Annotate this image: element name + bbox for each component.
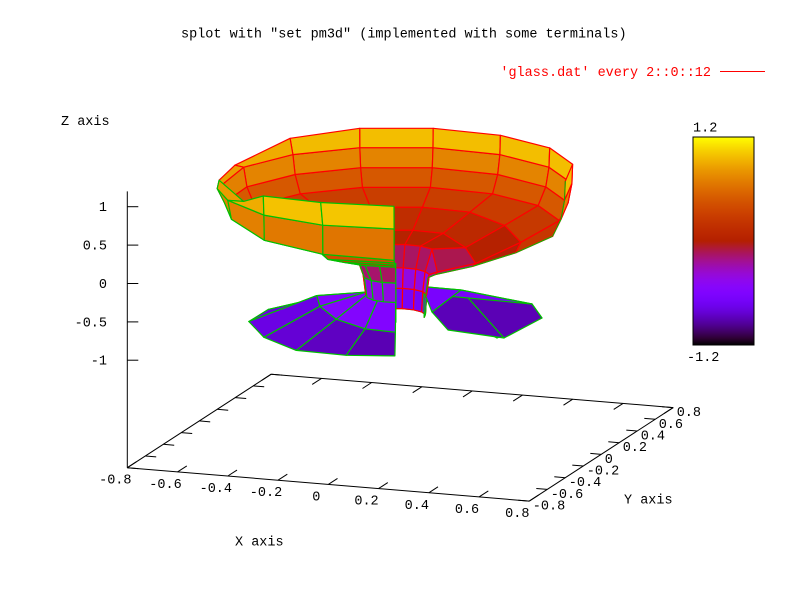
svg-text:X axis: X axis [235, 536, 284, 551]
svg-text:0.4: 0.4 [641, 430, 665, 445]
svg-text:0.4: 0.4 [405, 499, 429, 514]
svg-text:0: 0 [312, 490, 320, 505]
svg-text:-0.2: -0.2 [587, 465, 619, 480]
svg-text:0.8: 0.8 [677, 406, 701, 421]
svg-text:-0.4: -0.4 [569, 476, 601, 491]
svg-text:0.2: 0.2 [354, 495, 378, 510]
svg-text:0.6: 0.6 [659, 418, 683, 433]
svg-text:Y axis: Y axis [624, 494, 673, 509]
svg-text:0.2: 0.2 [623, 441, 647, 456]
svg-text:-0.4: -0.4 [200, 482, 232, 497]
svg-text:-0.5: -0.5 [75, 316, 107, 331]
svg-text:-0.6: -0.6 [149, 478, 181, 493]
svg-text:-0.8: -0.8 [533, 500, 565, 515]
svg-text:0: 0 [605, 453, 613, 468]
svg-text:-1: -1 [91, 355, 107, 370]
svg-text:-0.2: -0.2 [250, 486, 282, 501]
svg-text:0: 0 [99, 278, 107, 293]
svg-text:'glass.dat' every 2::0::12: 'glass.dat' every 2::0::12 [500, 66, 711, 81]
svg-text:0.8: 0.8 [505, 507, 529, 522]
svg-text:0.6: 0.6 [455, 503, 479, 518]
svg-text:splot with "set pm3d" (impleme: splot with "set pm3d" (implemented with … [181, 28, 627, 43]
svg-text:Z axis: Z axis [61, 115, 110, 130]
svg-text:-0.8: -0.8 [99, 474, 131, 489]
svg-text:-1.2: -1.2 [687, 351, 719, 366]
svg-text:-0.6: -0.6 [551, 488, 583, 503]
svg-text:1: 1 [99, 201, 107, 216]
svg-text:0.5: 0.5 [83, 240, 107, 255]
svg-text:1.2: 1.2 [693, 122, 717, 137]
